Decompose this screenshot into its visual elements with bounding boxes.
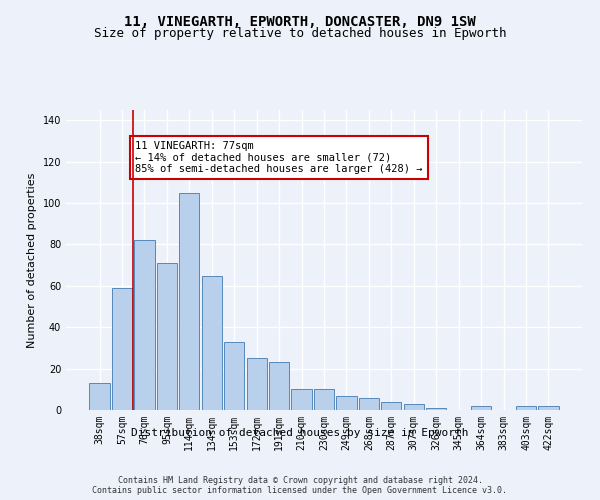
Bar: [426, 408, 446, 410]
Bar: [179, 193, 199, 410]
Bar: [202, 276, 222, 410]
Bar: [471, 406, 491, 410]
Bar: [404, 404, 424, 410]
Bar: [247, 358, 267, 410]
Bar: [157, 263, 177, 410]
Text: 11 VINEGARTH: 77sqm
← 14% of detached houses are smaller (72)
85% of semi-detach: 11 VINEGARTH: 77sqm ← 14% of detached ho…: [136, 141, 423, 174]
Bar: [112, 288, 132, 410]
Text: Contains HM Land Registry data © Crown copyright and database right 2024.
Contai: Contains HM Land Registry data © Crown c…: [92, 476, 508, 495]
Bar: [314, 390, 334, 410]
Text: Distribution of detached houses by size in Epworth: Distribution of detached houses by size …: [131, 428, 469, 438]
Text: Size of property relative to detached houses in Epworth: Size of property relative to detached ho…: [94, 28, 506, 40]
Text: 11, VINEGARTH, EPWORTH, DONCASTER, DN9 1SW: 11, VINEGARTH, EPWORTH, DONCASTER, DN9 1…: [124, 15, 476, 29]
Bar: [538, 406, 559, 410]
Bar: [134, 240, 155, 410]
Bar: [381, 402, 401, 410]
Bar: [337, 396, 356, 410]
Bar: [269, 362, 289, 410]
Y-axis label: Number of detached properties: Number of detached properties: [27, 172, 37, 348]
Bar: [359, 398, 379, 410]
Bar: [516, 406, 536, 410]
Bar: [224, 342, 244, 410]
Bar: [89, 383, 110, 410]
Bar: [292, 390, 311, 410]
